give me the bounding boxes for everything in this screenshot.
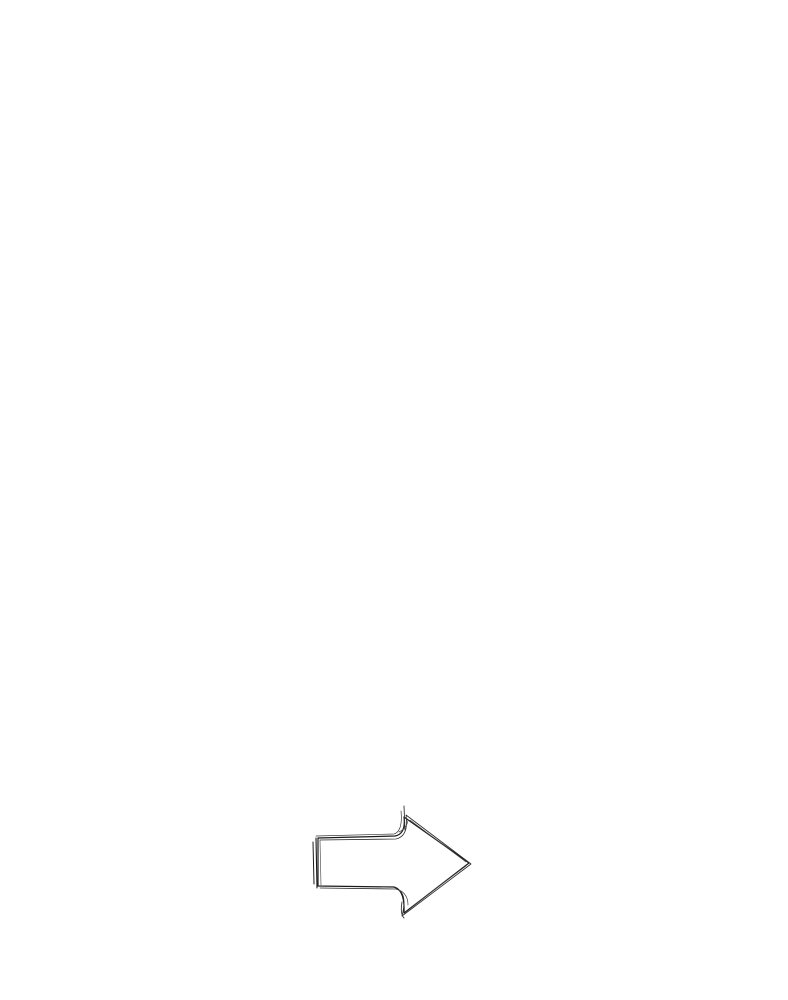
arrow-tail-stroke bbox=[315, 837, 318, 889]
arrow-sketch-stroke bbox=[315, 810, 402, 837]
arrow-tip-stroke bbox=[409, 819, 467, 863]
arrow-sketch-stroke bbox=[400, 901, 405, 919]
arrow-drawing bbox=[312, 805, 472, 919]
arrow-sketch-stroke bbox=[398, 889, 409, 906]
arrow-sketch-stroke bbox=[403, 805, 406, 831]
arrow-tail-stroke bbox=[312, 841, 315, 885]
arrow-fill bbox=[318, 818, 468, 912]
arrow-sketch-stroke bbox=[319, 814, 472, 917]
right-arrow-icon bbox=[300, 795, 480, 925]
arrow-tail-stroke bbox=[319, 839, 322, 887]
arrow-tip-stroke bbox=[409, 865, 467, 909]
arrow-sketch-stroke bbox=[398, 819, 409, 833]
